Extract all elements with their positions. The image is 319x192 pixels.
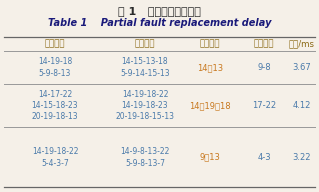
Text: 14-9-8-13-22: 14-9-8-13-22 [120, 146, 170, 156]
Text: 14，13: 14，13 [197, 63, 223, 72]
Text: 保护路径: 保护路径 [135, 40, 155, 49]
Text: 表 1   部分故障倒换时延: 表 1 部分故障倒换时延 [118, 6, 201, 16]
Text: 4.12: 4.12 [293, 101, 311, 110]
Text: 3.67: 3.67 [293, 63, 311, 72]
Text: 20-19-18-15-13: 20-19-18-15-13 [115, 112, 174, 121]
Text: 5-4-3-7: 5-4-3-7 [41, 159, 69, 167]
Text: 5-9-8-13-7: 5-9-8-13-7 [125, 159, 165, 167]
Text: 14-15-18-23: 14-15-18-23 [32, 101, 78, 110]
Text: 14、19、18: 14、19、18 [189, 101, 231, 110]
Text: Table 1    Partial fault replacement delay: Table 1 Partial fault replacement delay [48, 18, 271, 28]
Text: 20-19-18-13: 20-19-18-13 [32, 112, 78, 121]
Text: 编码节点: 编码节点 [200, 40, 220, 49]
Text: 工作路径: 工作路径 [45, 40, 65, 49]
Text: 17-22: 17-22 [252, 101, 276, 110]
Text: 14-15-13-18: 14-15-13-18 [122, 57, 168, 66]
Text: 14-19-18-22: 14-19-18-22 [122, 90, 168, 99]
Text: 14-19-18: 14-19-18 [38, 57, 72, 66]
Text: 故障链路: 故障链路 [254, 40, 274, 49]
Text: 5-9-14-15-13: 5-9-14-15-13 [120, 69, 170, 78]
Text: 9，13: 9，13 [200, 152, 220, 161]
Text: 14-19-18-23: 14-19-18-23 [122, 101, 168, 110]
Text: 14-17-22: 14-17-22 [38, 90, 72, 99]
Text: 5-9-8-13: 5-9-8-13 [39, 69, 71, 78]
Text: 4-3: 4-3 [257, 152, 271, 161]
Text: 14-19-18-22: 14-19-18-22 [32, 146, 78, 156]
Text: 耗时/ms: 耗时/ms [289, 40, 315, 49]
Text: 9-8: 9-8 [257, 63, 271, 72]
Text: 3.22: 3.22 [293, 152, 311, 161]
